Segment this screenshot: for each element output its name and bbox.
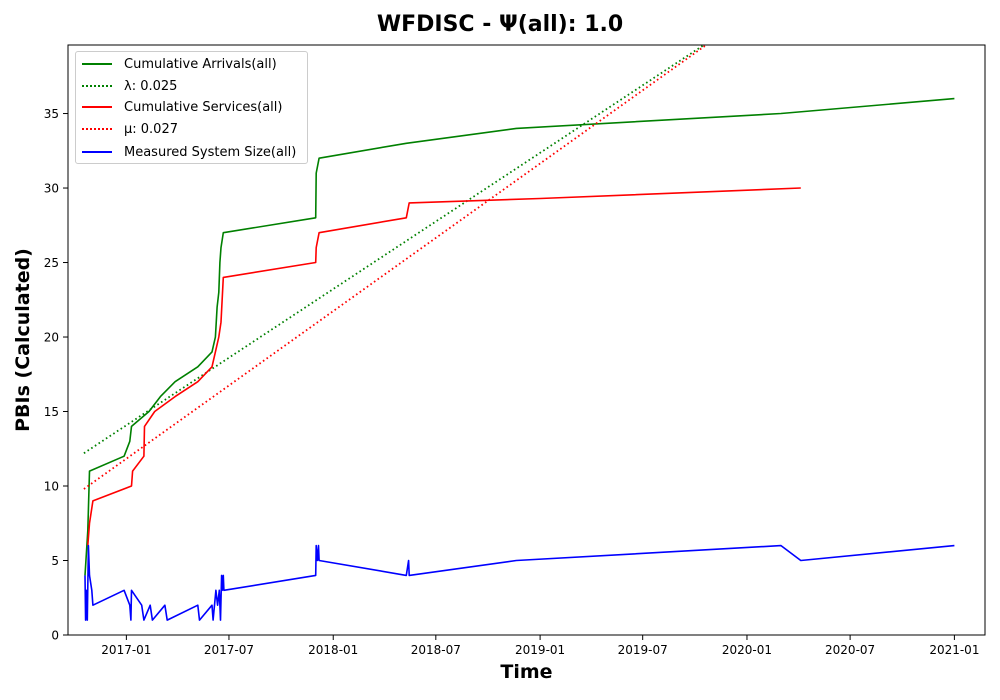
legend-swatch-arrivals (82, 63, 112, 65)
legend-item-lambda: λ: 0.025 (82, 77, 177, 95)
y-tick-label-3: 15 (44, 405, 59, 419)
series-line-2 (87, 187, 801, 546)
x-tick-label-6: 2020-01 (722, 643, 772, 657)
y-axis-ticks: 0 5 10 15 20 25 30 35 (44, 107, 68, 643)
y-tick-label-6: 30 (44, 182, 59, 196)
x-tick-label-1: 2017-07 (204, 643, 254, 657)
legend-swatch-services (82, 106, 112, 108)
series-layer (83, 45, 955, 621)
legend-item-arrivals: Cumulative Arrivals(all) (82, 55, 277, 73)
legend: Cumulative Arrivals(all) λ: 0.025 Cumula… (75, 51, 308, 164)
y-tick-label-0: 0 (51, 629, 59, 643)
legend-label-lambda: λ: 0.025 (124, 78, 178, 94)
plot-area-frame (67, 44, 986, 636)
x-tick-label-0: 2017-01 (101, 643, 151, 657)
x-tick-label-3: 2018-07 (411, 643, 461, 657)
chart-title: WFDISC - Ψ(all): 1.0 (376, 12, 624, 37)
series-line-4 (84, 544, 955, 621)
y-axis-label: PBIs (Calculated) (12, 248, 34, 432)
legend-label-system-size: Measured System Size(all) (124, 144, 297, 160)
y-tick-label-5: 25 (44, 256, 59, 270)
legend-swatch-lambda (82, 85, 112, 87)
x-tick-label-4: 2019-01 (515, 643, 565, 657)
x-tick-label-8: 2021-01 (929, 643, 979, 657)
legend-item-mu: μ: 0.027 (82, 120, 178, 138)
legend-swatch-mu (82, 128, 112, 130)
y-tick-label-2: 10 (44, 480, 59, 494)
legend-item-system-size: Measured System Size(all) (82, 143, 296, 161)
x-tick-label-7: 2020-07 (825, 643, 875, 657)
x-tick-label-2: 2018-01 (308, 643, 358, 657)
series-line-0 (84, 97, 955, 576)
legend-item-services: Cumulative Services(all) (82, 98, 282, 116)
x-tick-label-5: 2019-07 (618, 643, 668, 657)
legend-label-arrivals: Cumulative Arrivals(all) (124, 56, 277, 72)
y-tick-label-7: 35 (44, 107, 59, 121)
legend-label-mu: μ: 0.027 (124, 121, 178, 137)
series-line-1 (83, 45, 705, 454)
legend-label-services: Cumulative Services(all) (124, 99, 283, 115)
x-axis-ticks: 2017-01 2017-07 2018-01 2018-07 2019-01 2019-… (101, 635, 979, 657)
legend-swatch-system-size (82, 151, 112, 153)
x-axis-label: Time (500, 661, 553, 683)
y-tick-label-1: 5 (51, 554, 59, 568)
y-tick-label-4: 20 (44, 331, 59, 345)
